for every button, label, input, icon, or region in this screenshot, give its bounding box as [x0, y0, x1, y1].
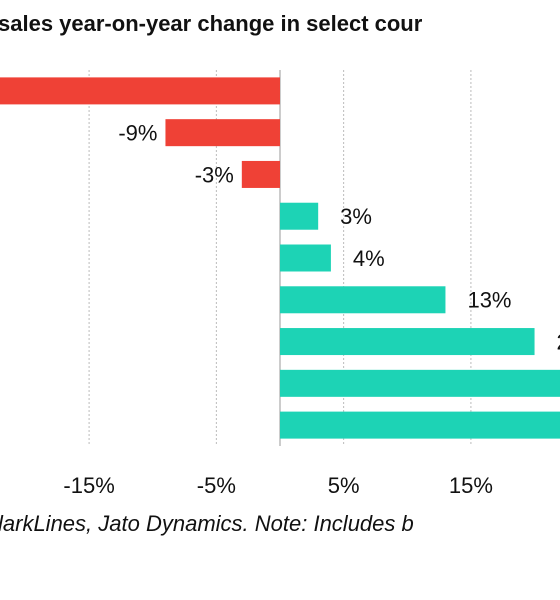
chart-title: sales year-on-year change in select cour — [0, 11, 423, 36]
bar — [280, 202, 319, 230]
x-tick-label: -15% — [63, 473, 114, 498]
bar — [165, 119, 280, 147]
bar — [280, 244, 331, 272]
bar — [0, 77, 281, 105]
bar — [280, 286, 446, 314]
value-label: 4% — [353, 246, 385, 271]
x-tick-label: 5% — [328, 473, 360, 498]
value-label: -9% — [118, 120, 157, 145]
value-label: -3% — [195, 162, 234, 187]
x-tick-label: -5% — [197, 473, 236, 498]
value-label: 13% — [467, 288, 511, 313]
value-label: 3% — [340, 204, 372, 229]
bar — [241, 160, 280, 188]
bar — [280, 369, 560, 397]
value-label: 20% — [557, 329, 560, 354]
bar — [280, 411, 560, 439]
bar — [280, 328, 535, 356]
x-tick-label: 15% — [449, 473, 493, 498]
note: larkLines, Jato Dynamics. Note: Includes… — [0, 511, 414, 536]
